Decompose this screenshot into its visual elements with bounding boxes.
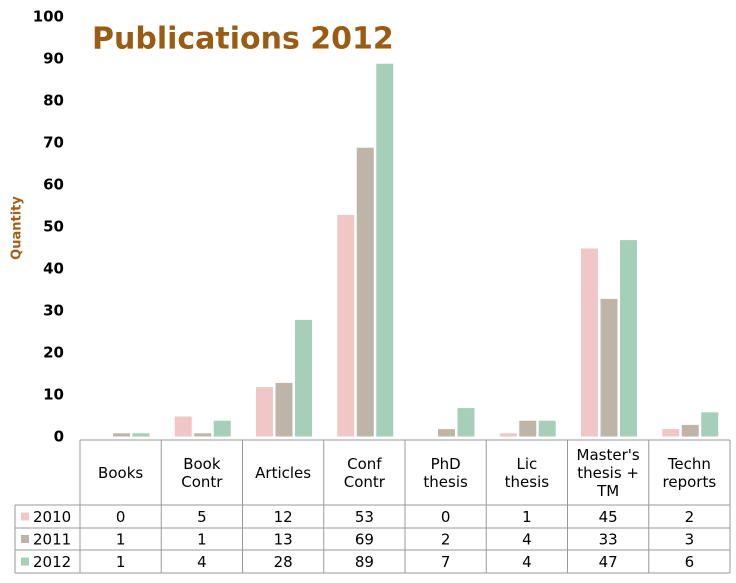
table-value: 3 [685,531,695,549]
table-value: 1 [522,508,532,526]
table-value: 2 [685,508,695,526]
y-tick-label: 10 [43,386,64,404]
table-value: 53 [355,508,374,526]
bar [661,428,681,438]
table-value: 5 [197,508,207,526]
y-tick-label: 60 [43,176,64,194]
bar [255,386,274,438]
y-tick-label: 70 [43,134,64,152]
table-value: 1 [116,531,126,549]
x-tick-label: Conf Contr [343,454,385,491]
table-value: 69 [355,531,374,549]
table-value: 7 [441,553,451,571]
table-value: 4 [522,531,532,549]
table-value: 0 [116,508,126,526]
table-value: 12 [274,508,293,526]
bar [173,415,193,438]
bar [619,239,638,438]
y-axis-label: Quantity [10,196,25,260]
y-tick-label: 80 [43,92,64,110]
table-value: 0 [441,508,451,526]
y-tick-label: 30 [43,302,64,320]
table-value: 13 [274,531,293,549]
bar [355,146,375,438]
bar [537,419,557,438]
bar [274,381,294,438]
table-value: 6 [685,553,695,571]
table-value: 89 [355,553,374,571]
y-tick-label: 50 [43,218,64,236]
x-tick-label: Lic thesis [504,454,550,491]
bar [131,432,151,438]
legend-label: 2012 [33,553,71,571]
bar [498,432,518,438]
y-tick-label: 100 [33,8,64,26]
x-tick-label: Master's thesis + TM [576,445,640,500]
bar [112,432,131,438]
x-tick-label: Book Contr [181,454,223,491]
table-value: 2 [441,531,451,549]
bar [336,213,356,438]
legend-label: 2011 [33,531,71,549]
bar [599,297,619,438]
bar [437,428,456,438]
table-value: 47 [599,553,618,571]
table-value: 45 [599,508,618,526]
table-value: 4 [197,553,207,571]
legend-swatch [21,535,29,543]
x-tick-label: Techn reports [662,454,717,491]
bar [680,423,700,438]
bar [700,411,720,438]
y-tick-label: 90 [43,50,64,68]
bar [375,62,395,438]
table-value: 1 [116,553,126,571]
bar [456,407,476,438]
table-value: 4 [522,553,532,571]
y-tick-label: 40 [43,260,64,278]
bar [212,419,232,438]
legend-swatch [21,512,29,521]
legend-swatch [21,557,29,566]
y-tick-label: 20 [43,344,64,362]
legend-label: 2010 [33,508,71,526]
x-tick-label: Articles [255,463,312,482]
table-value: 28 [274,553,293,571]
chart-title: Publications 2012 [92,22,394,57]
bar [294,318,313,438]
table-value: 1 [197,531,207,549]
bar [580,247,599,438]
x-tick-label: Books [98,463,144,482]
bar [193,432,213,438]
table-value: 33 [599,531,618,549]
bar [518,419,538,438]
x-tick-label: PhD thesis [423,454,468,491]
y-tick-label: 0 [54,428,64,446]
